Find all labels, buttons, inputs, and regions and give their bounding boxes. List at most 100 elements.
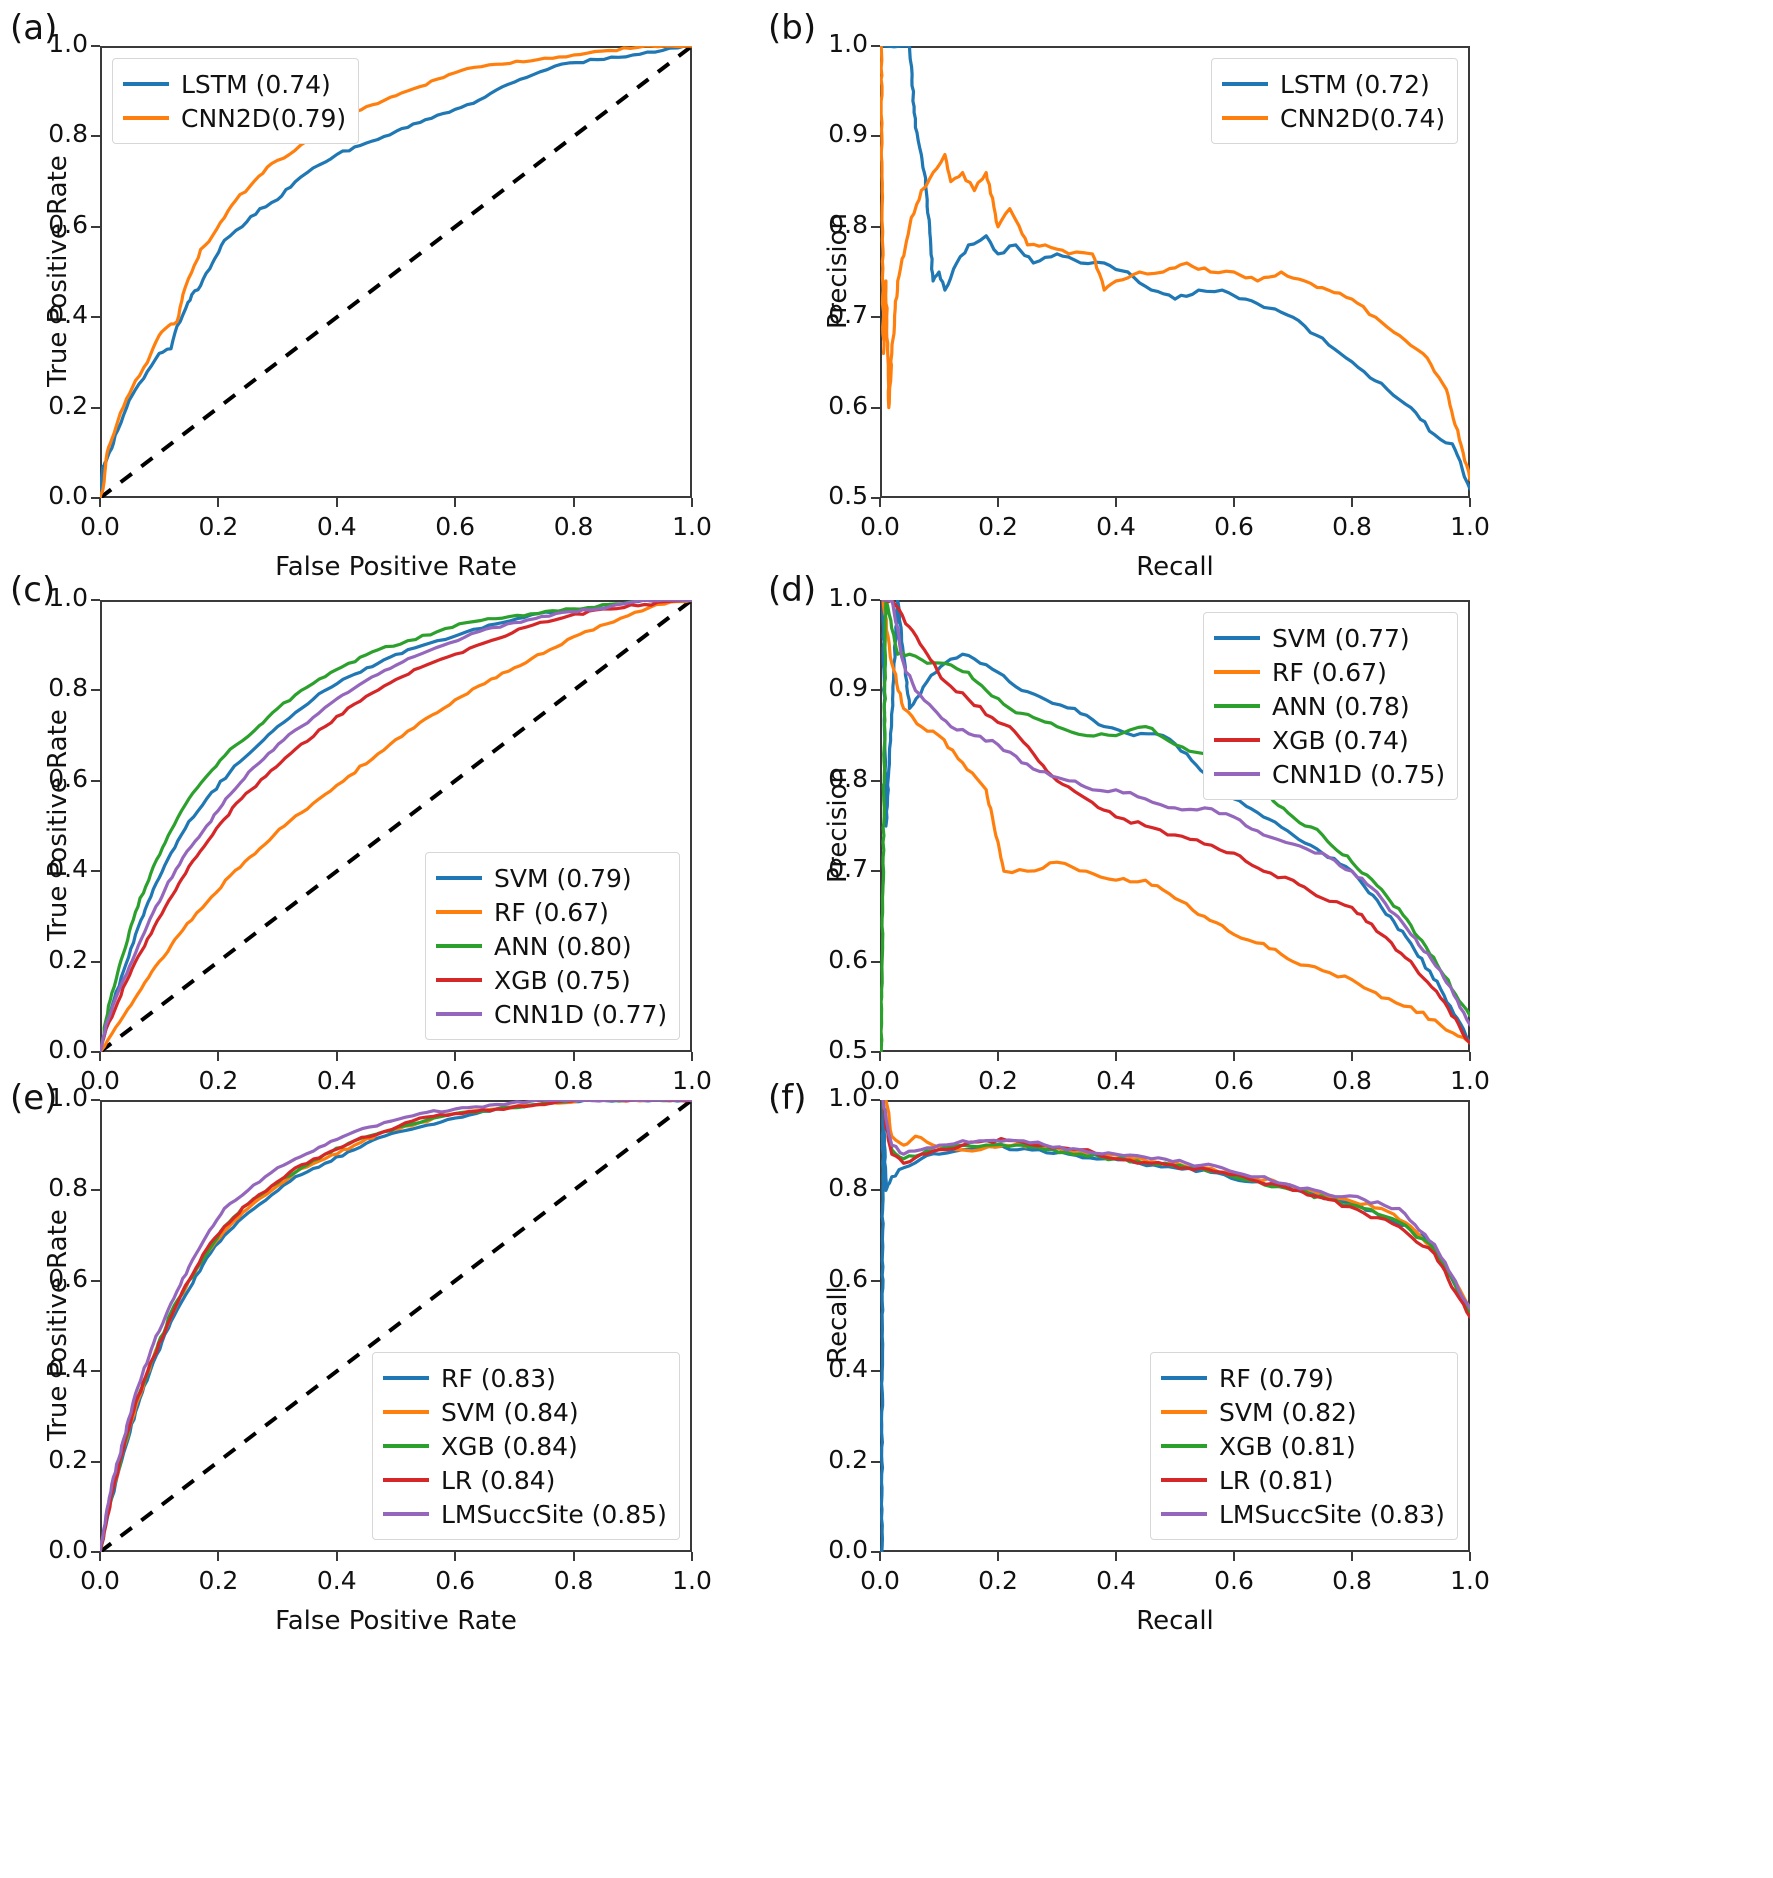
x-tick-mark	[572, 1552, 575, 1561]
legend-a[interactable]: LSTM (0.74) CNN2D(0.79)	[112, 58, 360, 144]
curve-e-4	[100, 1100, 692, 1552]
legend-line-icon	[123, 116, 169, 120]
legend-item[interactable]: SVM (0.84)	[383, 1395, 667, 1429]
legend-item[interactable]: LR (0.84)	[383, 1463, 667, 1497]
x-tick-label: 0.8	[553, 1066, 594, 1095]
x-tick-label: 1.0	[672, 512, 712, 541]
y-tick-label: 0.2	[828, 1444, 868, 1474]
legend-item-label: SVM (0.84)	[441, 1397, 579, 1427]
y-tick-mark	[91, 870, 100, 873]
legend-item-label: XGB (0.84)	[441, 1431, 578, 1461]
legend-item[interactable]: ANN (0.78)	[1214, 689, 1445, 723]
legend-line-icon	[436, 876, 482, 880]
y-tick-mark	[91, 316, 100, 319]
x-tick-mark	[691, 498, 693, 507]
legend-item[interactable]: SVM (0.77)	[1214, 621, 1445, 655]
x-tick-mark	[99, 1052, 101, 1061]
x-tick-label: 0.2	[198, 512, 239, 541]
legend-item[interactable]: CNN1D (0.77)	[436, 997, 667, 1031]
curve-canvas-a	[100, 46, 692, 498]
y-tick-label: 0.8	[828, 1173, 868, 1203]
legend-item-label: XGB (0.75)	[494, 965, 631, 995]
legend-item[interactable]: LSTM (0.72)	[1222, 67, 1445, 101]
legend-b[interactable]: LSTM (0.72) CNN2D(0.74)	[1211, 58, 1459, 144]
legend-item[interactable]: CNN2D(0.74)	[1222, 101, 1445, 135]
x-axis-label-b: Recall	[1136, 552, 1214, 582]
y-tick-mark	[91, 45, 100, 47]
y-axis-label-d: Precision	[823, 767, 853, 884]
y-tick-label: 1.0	[828, 583, 868, 612]
legend-line-icon	[436, 910, 482, 914]
x-tick-mark	[1115, 1052, 1117, 1061]
y-tick-mark	[871, 960, 880, 963]
y-tick-mark	[871, 225, 880, 228]
x-tick-label: 0.8	[1332, 1566, 1372, 1595]
legend-item[interactable]: XGB (0.81)	[1161, 1429, 1445, 1463]
y-tick-mark	[91, 225, 100, 228]
x-tick-label: 0.0	[80, 1066, 120, 1095]
legend-item[interactable]: RF (0.67)	[1214, 655, 1445, 689]
legend-item[interactable]: SVM (0.79)	[436, 861, 667, 895]
x-tick-mark	[217, 1552, 220, 1561]
curve-f-3	[881, 1100, 1470, 1319]
curve-canvas-d	[880, 600, 1470, 1052]
legend-item-label: RF (0.79)	[1219, 1363, 1334, 1393]
x-tick-mark	[1115, 498, 1117, 507]
y-tick-label: 0.0	[48, 481, 88, 510]
y-tick-mark	[871, 689, 880, 692]
curve-f-4	[881, 1100, 1470, 1310]
x-tick-mark	[217, 1052, 220, 1061]
legend-item[interactable]: LMSuccSite (0.83)	[1161, 1497, 1445, 1531]
legend-item[interactable]: LR (0.81)	[1161, 1463, 1445, 1497]
legend-item[interactable]: CNN2D(0.79)	[123, 101, 346, 135]
legend-line-icon	[436, 978, 482, 982]
curve-a-1	[100, 46, 692, 498]
legend-item[interactable]: RF (0.83)	[383, 1361, 667, 1395]
curve-canvas-c	[100, 600, 692, 1052]
legend-line-icon	[1214, 704, 1260, 708]
legend-f[interactable]: RF (0.79) SVM (0.82) XGB (0.81) LR (0.81) LM…	[1150, 1352, 1458, 1540]
y-tick-mark	[871, 870, 880, 873]
legend-e[interactable]: RF (0.83) SVM (0.84) XGB (0.84) LR (0.84) LM…	[372, 1352, 680, 1540]
legend-item[interactable]: XGB (0.84)	[383, 1429, 667, 1463]
x-tick-label: 0.4	[316, 1066, 357, 1095]
y-tick-label: 0.5	[828, 1035, 868, 1064]
x-tick-label: 0.6	[435, 1566, 476, 1595]
x-tick-mark	[335, 1552, 338, 1561]
x-tick-mark	[1233, 1552, 1235, 1561]
legend-line-icon	[436, 944, 482, 948]
y-tick-label: 0.0	[48, 1535, 88, 1564]
panel-label-a: (a)	[10, 8, 58, 48]
y-tick-mark	[91, 1099, 100, 1101]
y-tick-mark	[871, 1460, 880, 1463]
legend-item[interactable]: LSTM (0.74)	[123, 67, 346, 101]
legend-item[interactable]: RF (0.67)	[436, 895, 667, 929]
legend-item[interactable]: XGB (0.75)	[436, 963, 667, 997]
x-tick-mark	[879, 1552, 881, 1561]
curve-c-3	[100, 600, 692, 1052]
x-axis-label-f: Recall	[1136, 1606, 1214, 1636]
legend-line-icon	[1161, 1410, 1207, 1414]
legend-item[interactable]: ANN (0.80)	[436, 929, 667, 963]
legend-line-icon	[1214, 636, 1260, 640]
legend-d[interactable]: SVM (0.77) RF (0.67) ANN (0.78) XGB (0.74) C…	[1203, 612, 1459, 800]
x-tick-mark	[997, 1052, 999, 1061]
legend-item[interactable]: SVM (0.82)	[1161, 1395, 1445, 1429]
legend-item[interactable]: LMSuccSite (0.85)	[383, 1497, 667, 1531]
x-tick-mark	[879, 1052, 881, 1061]
y-tick-mark	[91, 599, 100, 601]
y-tick-label: 0.6	[48, 1263, 88, 1293]
legend-item-label: LMSuccSite (0.85)	[441, 1499, 667, 1529]
panel-label-b: (b)	[768, 8, 817, 48]
legend-item-label: CNN1D (0.77)	[494, 999, 668, 1029]
legend-c[interactable]: SVM (0.79) RF (0.67) ANN (0.80) XGB (0.75) C…	[425, 852, 681, 1040]
legend-item[interactable]: CNN1D (0.75)	[1214, 757, 1445, 791]
legend-item[interactable]: XGB (0.74)	[1214, 723, 1445, 757]
legend-item[interactable]: RF (0.79)	[1161, 1361, 1445, 1395]
legend-line-icon	[1161, 1478, 1207, 1482]
legend-item-label: SVM (0.77)	[1272, 623, 1410, 653]
y-axis-label-f: Recall	[823, 1286, 853, 1364]
x-tick-label: 0.4	[1096, 1066, 1136, 1095]
y-tick-label: 0.8	[48, 119, 88, 149]
